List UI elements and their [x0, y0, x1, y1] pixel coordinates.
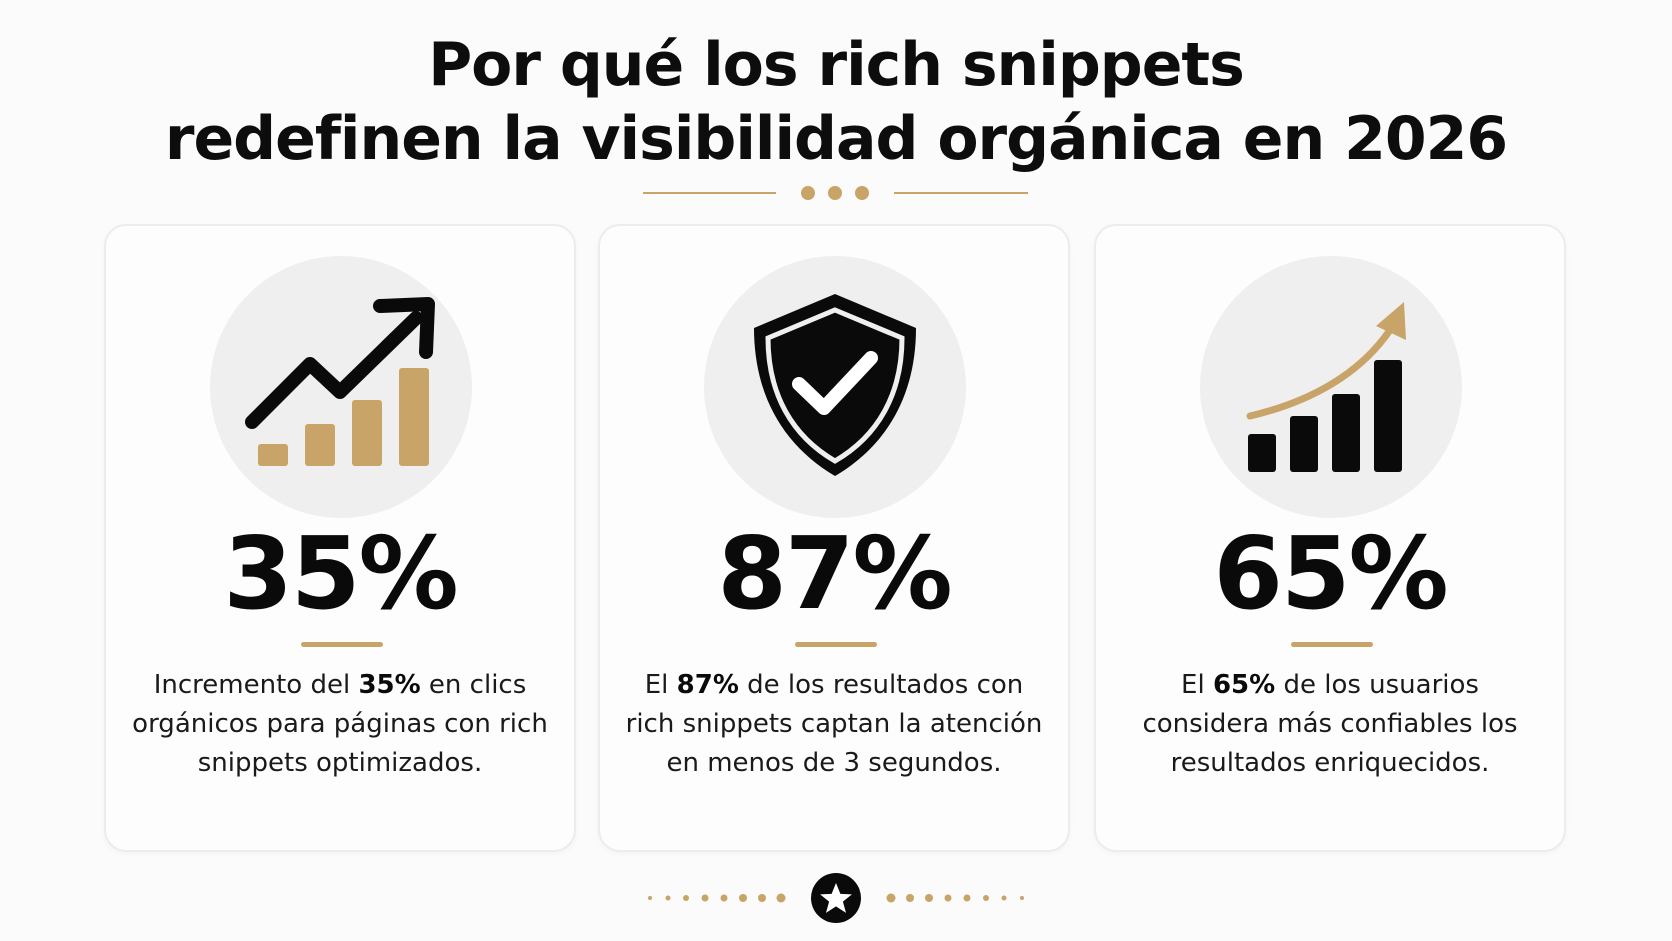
shield-check-icon — [754, 294, 916, 476]
stat-value: 65% — [1213, 515, 1448, 632]
icon-badge — [1200, 256, 1462, 518]
title-line-2: redefinen la visibilidad orgánica en 202… — [164, 104, 1508, 174]
bar-chart-trend-icon — [1246, 302, 1406, 472]
star-icon — [811, 873, 861, 923]
stat-card-clicks: 35% Incremento del 35% en clics orgánico… — [104, 224, 576, 852]
stat-card-trust: 65% El 65% de los usuarios considera más… — [1094, 224, 1566, 852]
title-divider — [643, 186, 1028, 200]
stat-description: Incremento del 35% en clics orgánicos pa… — [132, 670, 548, 778]
icon-badge — [704, 256, 966, 518]
page-title: Por qué los rich snippets redefinen la v… — [0, 28, 1672, 176]
stat-value: 35% — [223, 515, 458, 632]
stat-value: 87% — [717, 515, 952, 632]
icon-badge — [210, 256, 472, 518]
footer-dots-left — [648, 893, 786, 903]
footer-dots-right — [886, 893, 1024, 903]
stat-description: El 87% de los resultados con rich snippe… — [625, 670, 1043, 778]
stat-underline — [1291, 642, 1373, 647]
footer-ornament — [648, 873, 1024, 923]
stat-description: El 65% de los usuarios considera más con… — [1142, 670, 1518, 778]
stat-underline — [301, 642, 383, 647]
title-line-1: Por qué los rich snippets — [428, 30, 1245, 100]
stat-underline — [795, 642, 877, 647]
stat-card-attention: 87% El 87% de los resultados con rich sn… — [598, 224, 1070, 852]
growth-chart-arrow-icon — [245, 297, 435, 466]
